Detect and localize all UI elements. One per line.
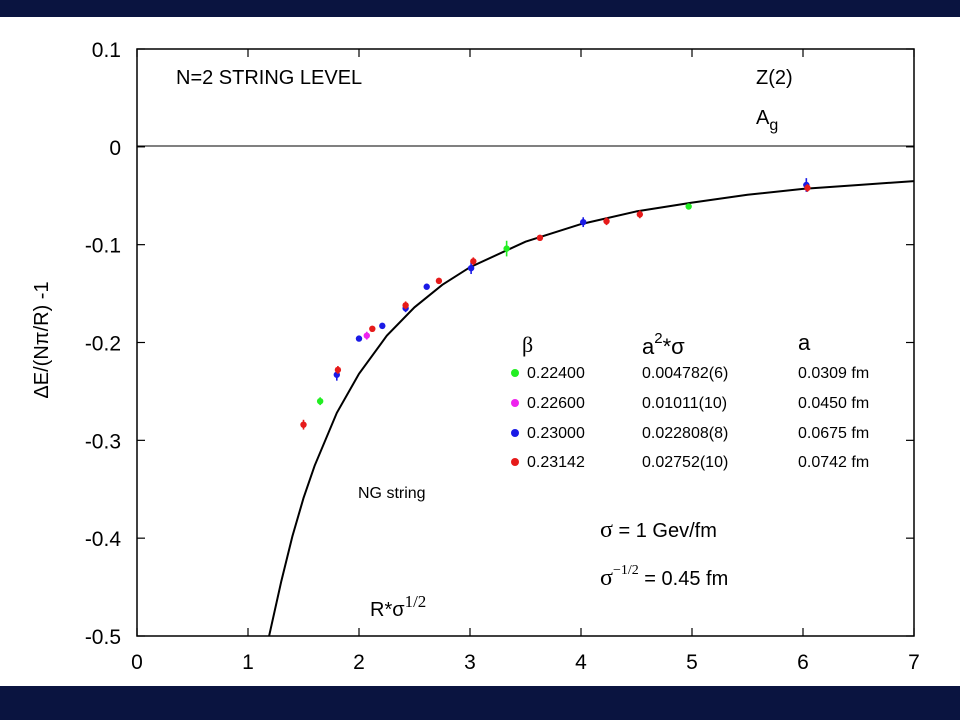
legend-a: 0.0309 fm <box>798 365 869 382</box>
x-tick-label: 1 <box>242 651 254 674</box>
legend: β a2*σ a 0.22400 0.004782(6) 0.0309 fm0.22… <box>511 330 869 471</box>
legend-head-a2sigma-rest: *σ <box>663 334 686 359</box>
top-banner <box>0 0 960 17</box>
data-point <box>503 245 510 252</box>
legend-a2sigma: 0.01011(10) <box>642 395 727 412</box>
data-point <box>316 398 324 405</box>
x-tick-label: 5 <box>686 651 698 674</box>
data-point <box>402 302 409 309</box>
chart-title: N=2 STRING LEVEL <box>176 67 362 89</box>
legend-head-a2sigma: a2*σ <box>642 330 685 359</box>
x-tick-label: 2 <box>353 651 365 674</box>
data-point <box>580 218 587 226</box>
data-point <box>636 211 644 218</box>
x-tick-label: 0 <box>131 651 143 674</box>
legend-head-a2sigma-base: a <box>642 334 655 359</box>
sigma-power-annotation: σ−1/2 = 0.45 fm <box>600 563 728 591</box>
data-point <box>369 325 376 333</box>
sigma-power-sup: −1/2 <box>613 563 639 578</box>
legend-a2sigma: 0.02752(10) <box>642 454 728 471</box>
data-point <box>435 277 443 285</box>
data-point <box>334 366 342 374</box>
data-point <box>467 264 475 272</box>
x-axis-ticks: 0 1 2 3 4 5 6 7 <box>131 49 920 674</box>
data-point <box>300 421 307 428</box>
data-point <box>363 332 370 339</box>
data-points <box>300 178 811 430</box>
legend-head-a2sigma-sup: 2 <box>654 330 662 347</box>
data-point <box>355 335 363 342</box>
legend-a: 0.0675 fm <box>798 425 869 442</box>
x-tick-label: 4 <box>575 651 587 674</box>
x-tick-label: 3 <box>464 651 476 674</box>
irrep-base: A <box>756 107 770 129</box>
y-tick-label: -0.5 <box>85 626 121 649</box>
data-point <box>423 283 430 290</box>
sigma-power-text: = 0.45 fm <box>639 568 729 590</box>
y-axis-ticks: 0.1 0 -0.1 -0.2 -0.3 -0.4 -0.5 <box>85 39 914 649</box>
legend-head-a: a <box>798 330 811 355</box>
data-point <box>536 234 544 242</box>
sigma-symbol: σ <box>600 517 613 543</box>
legend-head-beta: β <box>522 332 533 357</box>
legend-marker <box>511 429 519 437</box>
legend-marker <box>511 399 519 407</box>
y-tick-label: 0 <box>109 137 121 160</box>
irrep-label: Ag <box>756 107 778 134</box>
ng-string-curve <box>268 180 915 637</box>
sigma-text: = 1 Gev/fm <box>613 520 717 542</box>
group-label: Z(2) <box>756 67 793 89</box>
data-point <box>379 322 386 330</box>
legend-a: 0.0742 fm <box>798 454 869 471</box>
data-point <box>804 184 811 192</box>
legend-marker <box>511 369 519 377</box>
x-axis-label: R*σ1/2 <box>370 592 426 621</box>
x-axis-label-sup: 1/2 <box>405 592 427 611</box>
y-tick-label: -0.1 <box>85 235 121 258</box>
sigma-power-symbol: σ <box>600 565 613 591</box>
bottom-banner <box>0 686 960 720</box>
x-tick-label: 6 <box>797 651 809 674</box>
y-tick-label: -0.3 <box>85 430 121 453</box>
irrep-sub: g <box>769 117 778 134</box>
legend-beta: 0.23142 <box>527 454 585 471</box>
sigma-annotation: σ = 1 Gev/fm <box>600 517 717 543</box>
y-axis-label: ΔE/(Nπ/R) -1 <box>31 281 53 398</box>
legend-a2sigma: 0.004782(6) <box>642 365 728 382</box>
legend-beta: 0.23000 <box>527 425 585 442</box>
x-axis-label-base: R*σ <box>370 599 405 621</box>
data-point <box>470 258 477 265</box>
legend-beta: 0.22600 <box>527 395 585 412</box>
y-tick-label: 0.1 <box>92 39 121 62</box>
data-point <box>685 203 692 210</box>
legend-beta: 0.22400 <box>527 365 585 382</box>
legend-marker <box>511 458 519 466</box>
y-tick-label: -0.2 <box>85 333 121 356</box>
y-tick-label: -0.4 <box>85 528 122 551</box>
legend-a2sigma: 0.022808(8) <box>642 425 728 442</box>
data-point <box>603 217 610 225</box>
x-tick-label: 7 <box>908 651 920 674</box>
legend-a: 0.0450 fm <box>798 395 869 412</box>
ng-string-label: NG string <box>358 485 426 502</box>
legend-rows: 0.22400 0.004782(6) 0.0309 fm 0.22600 0.0101… <box>511 365 869 471</box>
